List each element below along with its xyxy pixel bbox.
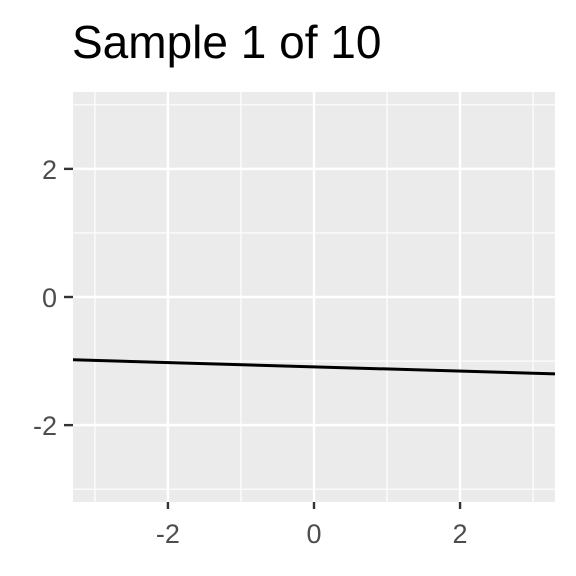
x-axis: -2 0 2 [156,502,468,549]
y-tick-label: 0 [42,283,57,313]
series-layer [72,358,556,376]
y-tick-label: -2 [33,411,57,441]
x-tick-label: 2 [453,519,468,549]
grid-major [73,92,555,502]
x-tick-label: 0 [306,519,321,549]
y-tick-label: 2 [42,155,57,185]
y-axis: -2 0 2 [33,155,73,441]
x-tick-label: -2 [156,519,180,549]
chart-title: Sample 1 of 10 [72,16,382,68]
series-line-1 [72,358,556,376]
